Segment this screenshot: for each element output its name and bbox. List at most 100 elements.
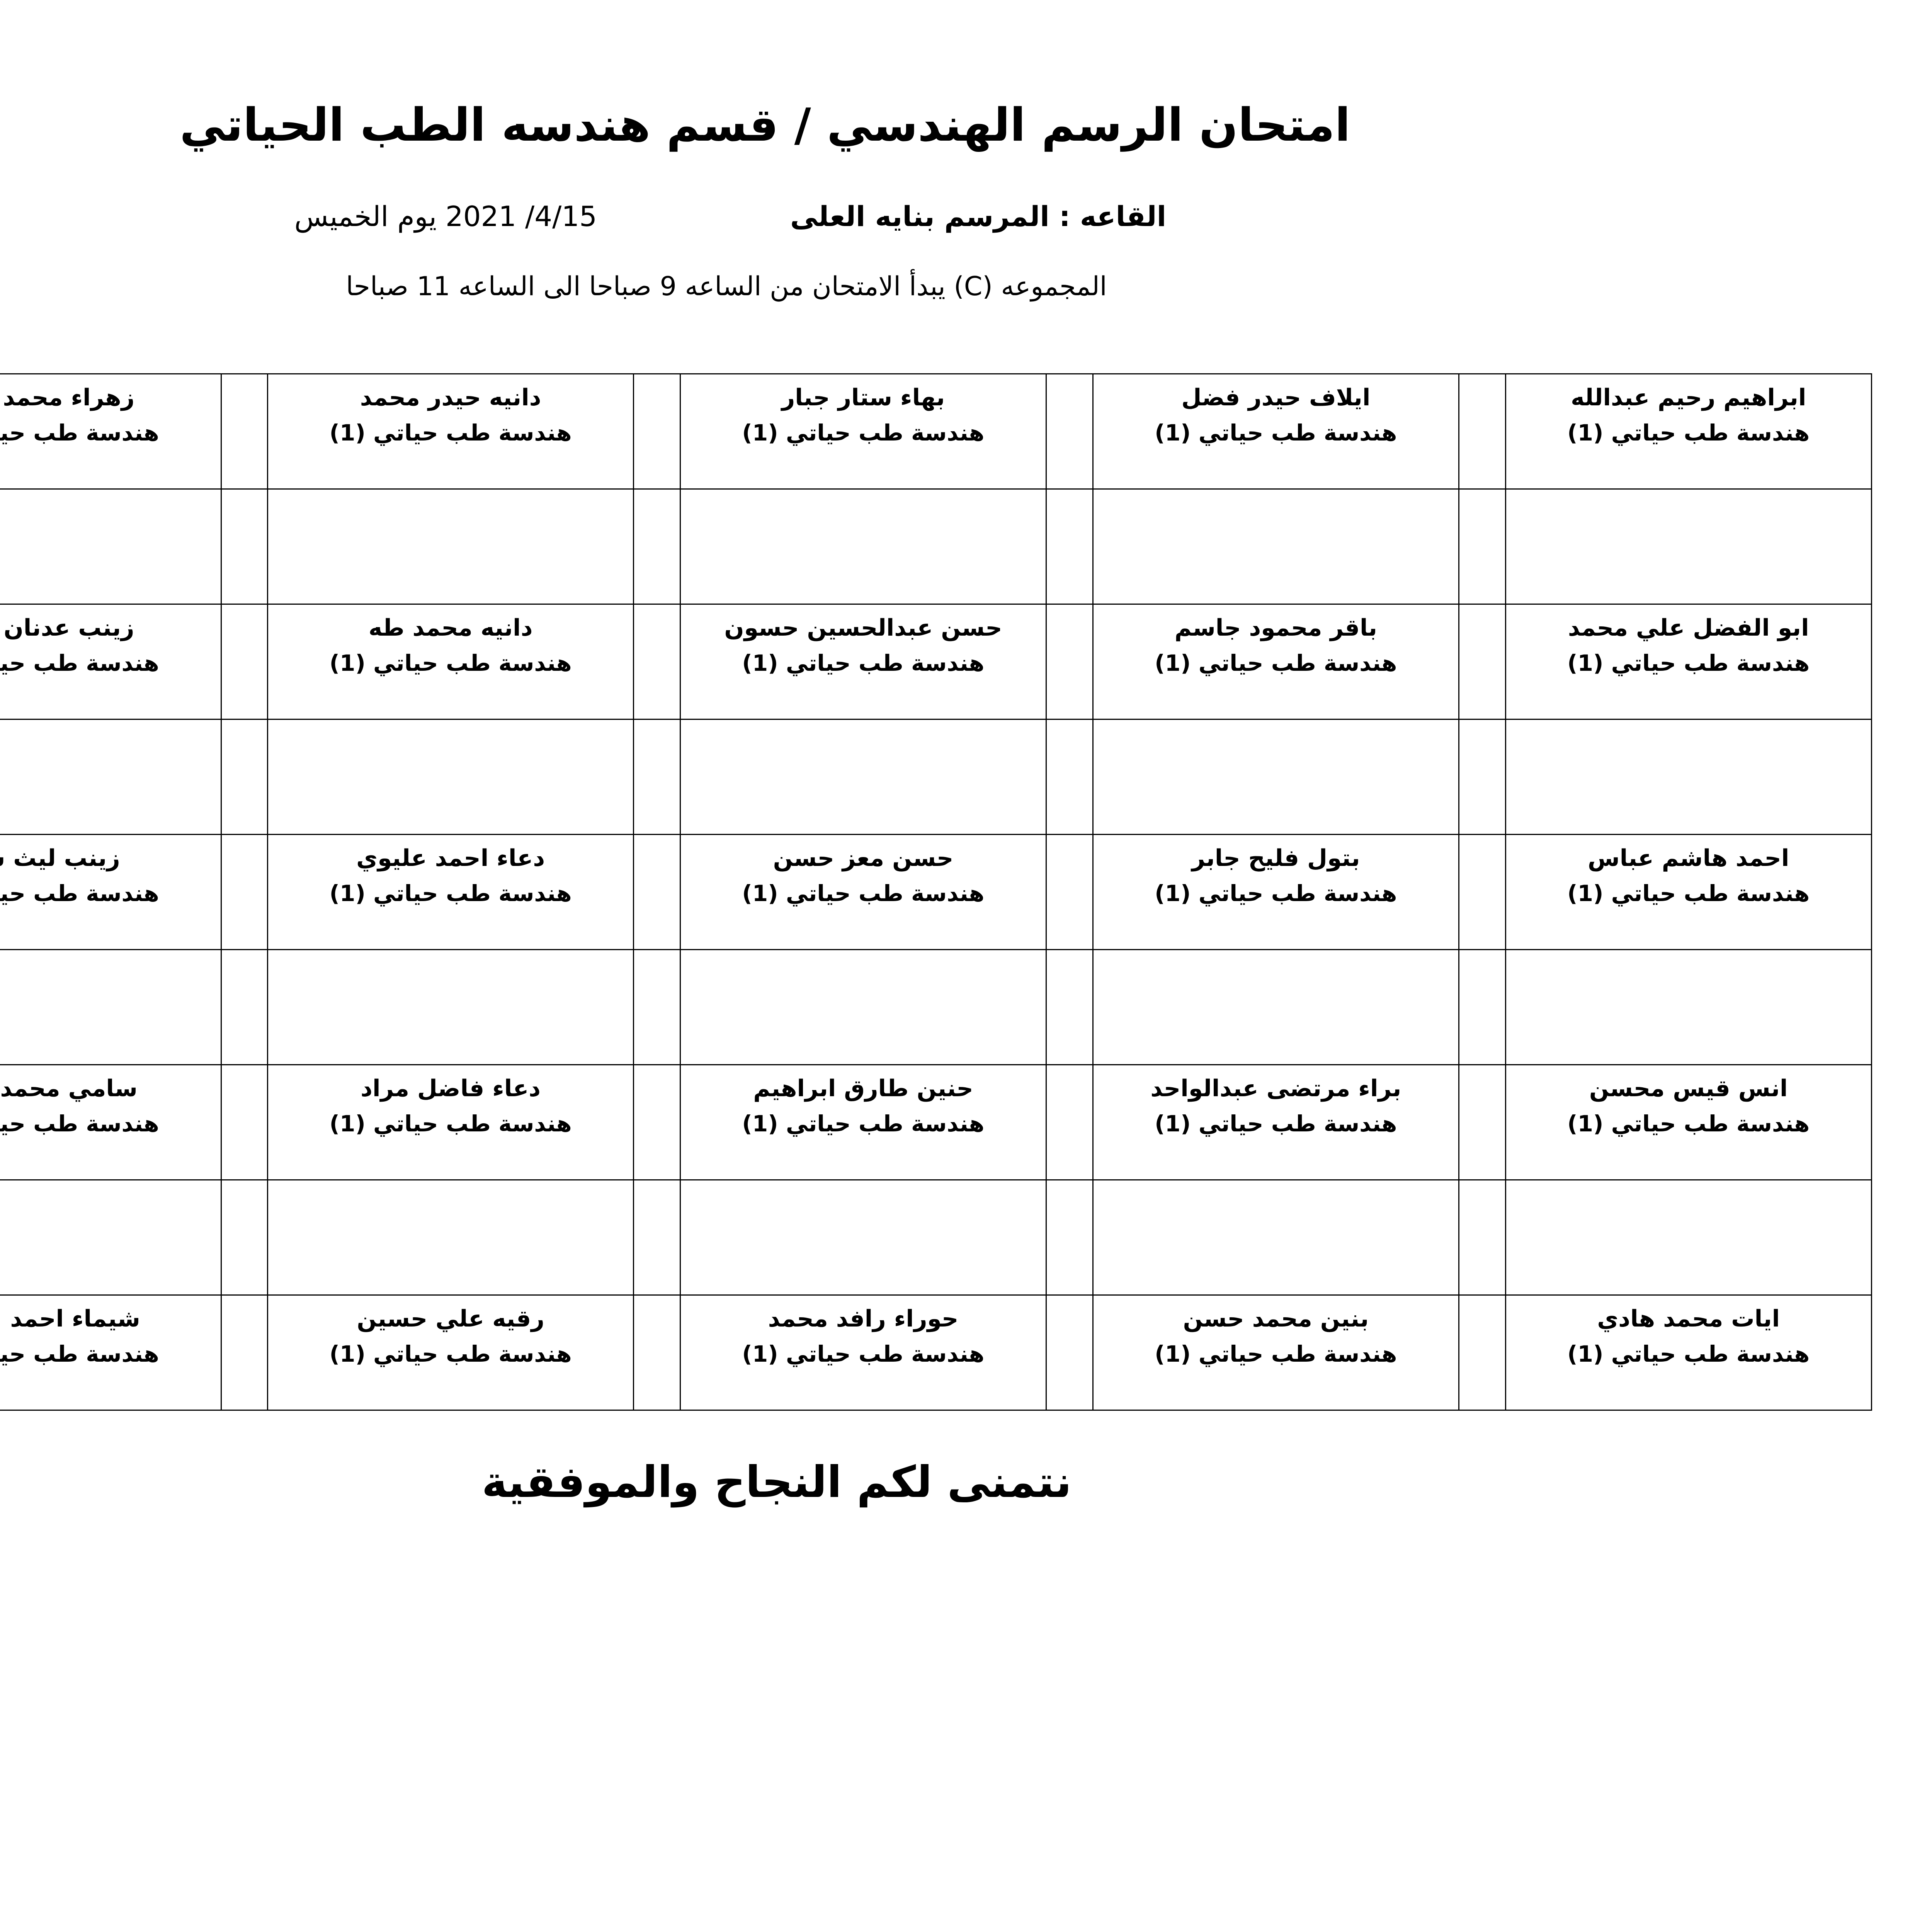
page-title: امتحان الرسم الهندسي / قسم هندسه الطب ال… xyxy=(180,98,1350,151)
student-name: حنين طارق ابراهيم xyxy=(753,1075,973,1102)
seat-cell[interactable]: زينب عدنان مجيد هندسة طب حياتي (1) xyxy=(0,603,222,720)
spacer-box xyxy=(634,835,679,949)
seat-cell[interactable]: زينب ليث سعد هندسة طب حياتي (1) xyxy=(0,833,222,950)
seat-cell[interactable] xyxy=(679,1179,1047,1296)
seat-cell[interactable]: سامي محمد ناطر هندسة طب حياتي (1) xyxy=(0,1064,222,1180)
seat-cell[interactable]: دانيه محمد طه هندسة طب حياتي (1) xyxy=(267,603,634,720)
seat-cell[interactable] xyxy=(1092,718,1460,835)
empty-seat xyxy=(681,1180,1046,1294)
student-entry: ابراهيم رحيم عبدالله هندسة طب حياتي (1) xyxy=(1506,374,1871,488)
student-name: حوراء رافد محمد xyxy=(768,1305,959,1332)
column-spacer xyxy=(220,603,268,720)
seat-cell[interactable] xyxy=(1092,949,1460,1065)
seat-cell[interactable]: شيماء احمد جاسم هندسة طب حياتي (1) xyxy=(0,1294,222,1411)
seat-cell[interactable] xyxy=(679,488,1047,605)
empty-seat xyxy=(268,720,633,834)
student-name: دعاء احمد عليوي xyxy=(356,844,545,872)
seat-cell[interactable] xyxy=(1505,488,1872,605)
column-spacer xyxy=(633,373,681,490)
student-name: حسن معز حسن xyxy=(773,844,954,872)
column-spacer xyxy=(633,488,681,605)
seat-cell[interactable] xyxy=(267,718,634,835)
student-entry: ايات محمد هادي هندسة طب حياتي (1) xyxy=(1506,1296,1871,1410)
seat-cell[interactable] xyxy=(679,949,1047,1065)
empty-seat xyxy=(1094,950,1458,1064)
spacer-box xyxy=(222,1065,267,1179)
seat-cell[interactable] xyxy=(1505,718,1872,835)
seat-cell[interactable]: حسن عبدالحسين حسون هندسة طب حياتي (1) xyxy=(679,603,1047,720)
column-spacer xyxy=(633,833,681,950)
seat-cell[interactable]: حوراء رافد محمد هندسة طب حياتي (1) xyxy=(679,1294,1047,1411)
student-entry: سامي محمد ناطر هندسة طب حياتي (1) xyxy=(0,1065,221,1179)
student-department: هندسة طب حياتي (1) xyxy=(329,650,572,677)
exam-date-block: 2021 /4/15 يوم الخميس xyxy=(294,200,612,233)
student-entry: رقيه علي حسين هندسة طب حياتي (1) xyxy=(268,1296,633,1410)
seat-cell[interactable]: دعاء فاضل مراد هندسة طب حياتي (1) xyxy=(267,1064,634,1180)
column-spacer xyxy=(633,1179,681,1296)
seat-cell[interactable]: باقر محمود جاسم هندسة طب حياتي (1) xyxy=(1092,603,1460,720)
seat-cell[interactable]: احمد هاشم عباس هندسة طب حياتي (1) xyxy=(1505,833,1872,950)
column-spacer xyxy=(220,1179,268,1296)
empty-seat xyxy=(1506,950,1871,1064)
seat-cell[interactable]: حنين طارق ابراهيم هندسة طب حياتي (1) xyxy=(679,1064,1047,1180)
seat-cell[interactable]: ابو الفضل علي محمد هندسة طب حياتي (1) xyxy=(1505,603,1872,720)
student-department: هندسة طب حياتي (1) xyxy=(0,420,159,446)
empty-seat xyxy=(268,1180,633,1294)
column-spacer xyxy=(633,949,681,1065)
seat-cell[interactable]: زهراء محمد عزيز هندسة طب حياتي (1) xyxy=(0,373,222,490)
seat-cell[interactable]: بهاء ستار جبار هندسة طب حياتي (1) xyxy=(679,373,1047,490)
seat-cell[interactable]: بتول فليح جابر هندسة طب حياتي (1) xyxy=(1092,833,1460,950)
column-spacer xyxy=(220,949,268,1065)
seat-cell[interactable] xyxy=(1092,1179,1460,1296)
student-entry: زينب ليث سعد هندسة طب حياتي (1) xyxy=(0,835,221,949)
spacer-box xyxy=(1459,950,1505,1064)
seat-cell[interactable] xyxy=(267,949,634,1065)
seat-cell[interactable]: رقيه علي حسين هندسة طب حياتي (1) xyxy=(267,1294,634,1411)
seat-cell[interactable]: بنين محمد حسن هندسة طب حياتي (1) xyxy=(1092,1294,1460,1411)
seat-cell[interactable]: دعاء احمد عليوي هندسة طب حياتي (1) xyxy=(267,833,634,950)
spacer-box xyxy=(222,720,267,834)
student-department: هندسة طب حياتي (1) xyxy=(0,1341,159,1367)
empty-seat xyxy=(1094,720,1458,834)
spacer-box xyxy=(634,374,679,488)
student-department: هندسة طب حياتي (1) xyxy=(1155,420,1397,446)
seat-cell[interactable] xyxy=(679,718,1047,835)
seat-cell[interactable] xyxy=(0,1179,222,1296)
seat-cell[interactable]: براء مرتضى عبدالواحد هندسة طب حياتي (1) xyxy=(1092,1064,1460,1180)
seat-cell[interactable] xyxy=(1505,949,1872,1065)
exam-meta-row: القاعه : المرسم بنايه العلى 2021 /4/15 ي… xyxy=(0,200,1932,233)
seat-cell[interactable]: انس قيس محسن هندسة طب حياتي (1) xyxy=(1505,1064,1872,1180)
empty-seat xyxy=(681,950,1046,1064)
column-spacer xyxy=(1458,949,1506,1065)
seat-cell[interactable] xyxy=(1505,1179,1872,1296)
student-name: زينب عدنان مجيد xyxy=(0,614,134,641)
seat-cell[interactable] xyxy=(0,718,222,835)
seat-cell[interactable] xyxy=(0,488,222,605)
seat-cell[interactable] xyxy=(267,1179,634,1296)
student-entry: ايلاف حيدر فضل هندسة طب حياتي (1) xyxy=(1094,374,1458,488)
student-name: ايلاف حيدر فضل xyxy=(1181,384,1371,411)
seat-cell[interactable] xyxy=(1092,488,1460,605)
student-name: احمد هاشم عباس xyxy=(1588,844,1789,872)
column-spacer xyxy=(633,718,681,835)
student-entry: انس قيس محسن هندسة طب حياتي (1) xyxy=(1506,1065,1871,1179)
column-spacer xyxy=(1458,1064,1506,1180)
seat-cell[interactable]: حسن معز حسن هندسة طب حياتي (1) xyxy=(679,833,1047,950)
empty-seat xyxy=(268,490,633,604)
table-row xyxy=(0,488,1872,605)
seat-cell[interactable]: ايات محمد هادي هندسة طب حياتي (1) xyxy=(1505,1294,1872,1411)
student-entry: زهراء محمد عزيز هندسة طب حياتي (1) xyxy=(0,374,221,488)
student-entry: احمد هاشم عباس هندسة طب حياتي (1) xyxy=(1506,835,1871,949)
seat-cell[interactable]: ايلاف حيدر فضل هندسة طب حياتي (1) xyxy=(1092,373,1460,490)
student-entry: شيماء احمد جاسم هندسة طب حياتي (1) xyxy=(0,1296,221,1410)
seat-cell[interactable]: دانيه حيدر محمد هندسة طب حياتي (1) xyxy=(267,373,634,490)
seating-table-body: ابراهيم رحيم عبدالله هندسة طب حياتي (1) اي… xyxy=(0,373,1872,1411)
student-department: هندسة طب حياتي (1) xyxy=(742,650,985,677)
student-name: ابراهيم رحيم عبدالله xyxy=(1571,384,1806,411)
seat-cell[interactable] xyxy=(267,488,634,605)
seat-cell[interactable]: ابراهيم رحيم عبدالله هندسة طب حياتي (1) xyxy=(1505,373,1872,490)
empty-seat xyxy=(1094,1180,1458,1294)
seat-cell[interactable] xyxy=(0,949,222,1065)
table-row: احمد هاشم عباس هندسة طب حياتي (1) بتول فلي… xyxy=(0,833,1872,950)
spacer-box xyxy=(1047,490,1092,604)
